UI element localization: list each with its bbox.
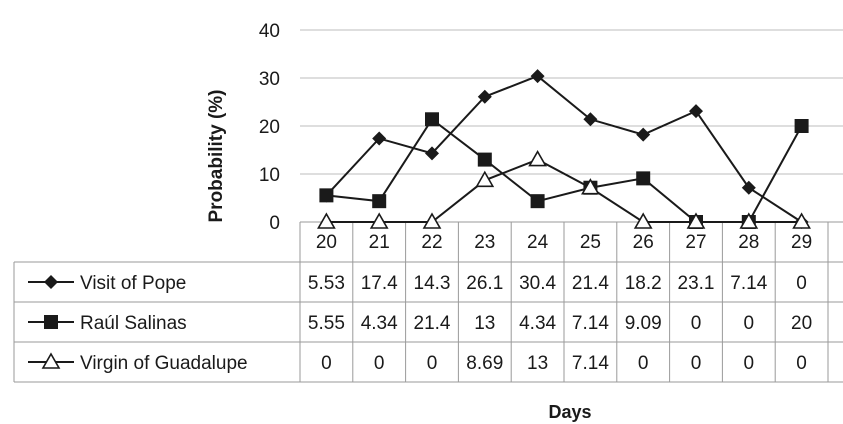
legend-marker-ra-l-salinas [44, 315, 58, 329]
cell-visit-of-pope-29: 0 [796, 273, 807, 294]
point-ra-l-salinas-29 [794, 119, 809, 133]
x-tick-27: 27 [685, 232, 706, 253]
point-ra-l-salinas-22 [425, 112, 439, 127]
x-tick-23: 23 [474, 232, 495, 253]
point-virgin-of-guadalupe-21 [369, 212, 389, 229]
cell-visit-of-pope-23: 26.1 [466, 273, 503, 294]
cell-ra-l-salinas-24: 4.34 [519, 313, 556, 334]
x-tick-22: 22 [421, 232, 442, 253]
point-ra-l-salinas-21 [372, 194, 387, 209]
cell-virgin-of-guadalupe-20: 0 [321, 353, 332, 374]
plot-area [317, 69, 811, 229]
cell-visit-of-pope-28: 7.14 [730, 273, 767, 294]
cell-visit-of-pope-21: 17.4 [361, 273, 398, 294]
series-visit-of-pope [319, 69, 809, 229]
point-ra-l-salinas-26 [636, 171, 651, 186]
cell-ra-l-salinas-25: 7.14 [572, 313, 609, 334]
series-ra-l-salinas [319, 112, 809, 229]
cell-visit-of-pope-22: 14.3 [414, 273, 451, 294]
cell-ra-l-salinas-23: 13 [474, 313, 495, 334]
cell-ra-l-salinas-21: 4.34 [361, 313, 398, 334]
point-visit-of-pope-22 [425, 146, 439, 161]
point-ra-l-salinas-23 [477, 152, 492, 167]
cell-virgin-of-guadalupe-23: 8.69 [466, 353, 503, 374]
cell-visit-of-pope-26: 18.2 [625, 273, 662, 294]
y-tick-10: 10 [259, 165, 280, 186]
cell-virgin-of-guadalupe-22: 0 [427, 353, 438, 374]
legend-marker-virgin-of-guadalupe [41, 352, 61, 369]
cell-visit-of-pope-24: 30.4 [519, 273, 556, 294]
point-virgin-of-guadalupe-26 [633, 212, 653, 229]
y-tick-40: 40 [259, 21, 280, 42]
x-tick-20: 20 [316, 232, 337, 253]
x-tick-25: 25 [580, 232, 601, 253]
cell-virgin-of-guadalupe-26: 0 [638, 353, 649, 374]
point-visit-of-pope-21 [372, 131, 387, 146]
cell-virgin-of-guadalupe-29: 0 [796, 353, 807, 374]
point-virgin-of-guadalupe-22 [422, 212, 442, 229]
y-tick-30: 30 [259, 69, 280, 90]
series-line-visit-of-pope [325, 74, 803, 223]
cell-ra-l-salinas-28: 0 [744, 313, 755, 334]
x-tick-29: 29 [791, 232, 812, 253]
cell-virgin-of-guadalupe-24: 13 [527, 353, 548, 374]
legend-label-visit-of-pope: Visit of Pope [80, 273, 186, 294]
x-tick-26: 26 [633, 232, 654, 253]
point-virgin-of-guadalupe-29 [792, 212, 811, 229]
cell-ra-l-salinas-27: 0 [691, 313, 702, 334]
legend-label-ra-l-salinas: Raúl Salinas [80, 313, 187, 334]
cell-virgin-of-guadalupe-28: 0 [744, 353, 755, 374]
y-axis-label: Probability (%) [206, 89, 227, 222]
cell-visit-of-pope-27: 23.1 [678, 273, 715, 294]
x-tick-24: 24 [527, 232, 549, 253]
cell-virgin-of-guadalupe-27: 0 [691, 353, 702, 374]
cell-ra-l-salinas-20: 5.55 [308, 313, 345, 334]
cell-ra-l-salinas-22: 21.4 [414, 313, 451, 334]
point-virgin-of-guadalupe-25 [581, 178, 600, 195]
point-visit-of-pope-25 [583, 112, 598, 127]
point-ra-l-salinas-24 [530, 194, 545, 209]
cell-ra-l-salinas-26: 9.09 [625, 313, 662, 334]
point-visit-of-pope-28 [741, 180, 756, 195]
point-virgin-of-guadalupe-23 [475, 170, 495, 188]
series-line-ra-l-salinas [326, 117, 803, 223]
cell-virgin-of-guadalupe-21: 0 [374, 353, 385, 374]
labels: 0 10 20 30 40 20 21 22 23 24 25 26 27 28 29 Visit of Po… [80, 21, 812, 374]
point-ra-l-salinas-20 [319, 188, 334, 203]
point-virgin-of-guadalupe-24 [528, 149, 547, 167]
point-visit-of-pope-26 [636, 127, 651, 142]
y-tick-0: 0 [269, 213, 280, 234]
cell-visit-of-pope-20: 5.53 [308, 273, 345, 294]
grid [300, 29, 843, 175]
legend-label-virgin-of-guadalupe: Virgin of Guadalupe [80, 353, 248, 374]
point-visit-of-pope-23 [477, 89, 492, 104]
series-line-virgin-of-guadalupe [326, 158, 802, 223]
x-tick-28: 28 [738, 232, 759, 253]
point-visit-of-pope-24 [530, 69, 545, 84]
cell-virgin-of-guadalupe-25: 7.14 [572, 353, 609, 374]
x-tick-21: 21 [369, 232, 390, 253]
point-virgin-of-guadalupe-20 [317, 212, 336, 229]
data-table [13, 221, 843, 383]
series-virgin-of-guadalupe [317, 149, 811, 229]
cell-visit-of-pope-25: 21.4 [572, 273, 609, 294]
legend-marker-visit-of-pope [44, 275, 58, 289]
point-visit-of-pope-27 [689, 104, 703, 119]
x-axis-label: Days [548, 402, 591, 422]
point-virgin-of-guadalupe-27 [686, 212, 706, 229]
y-tick-20: 20 [259, 117, 280, 138]
cell-ra-l-salinas-29: 20 [791, 313, 812, 334]
point-virgin-of-guadalupe-28 [739, 212, 759, 229]
